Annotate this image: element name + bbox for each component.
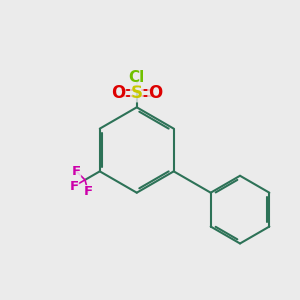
Text: F: F <box>84 185 93 198</box>
Text: F: F <box>72 165 81 178</box>
Text: O: O <box>148 84 162 102</box>
Text: F: F <box>70 180 79 193</box>
Text: Cl: Cl <box>129 70 145 85</box>
Text: S: S <box>131 84 143 102</box>
Text: O: O <box>111 84 125 102</box>
